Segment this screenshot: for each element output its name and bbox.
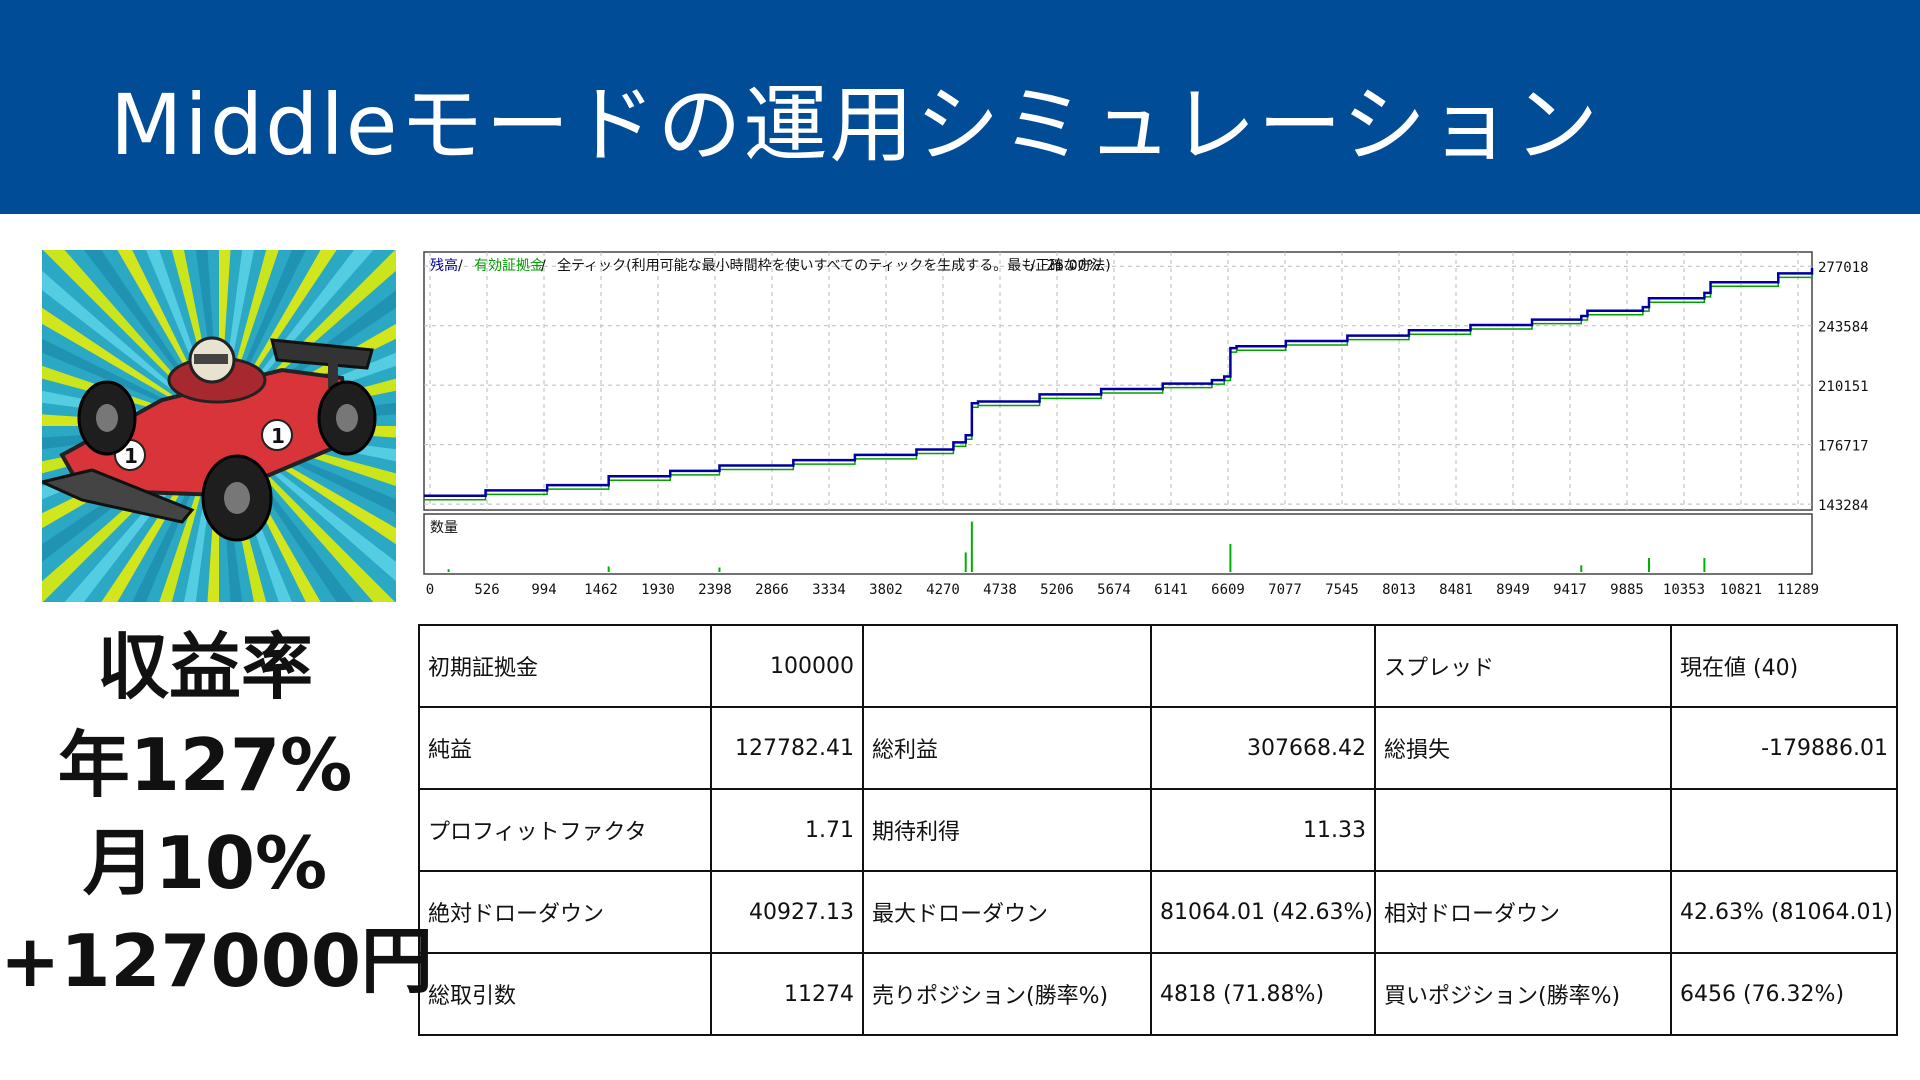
race-car-driver-icon: 1 1 — [42, 250, 396, 602]
table-cell — [862, 624, 1152, 708]
burst-ray — [219, 426, 396, 514]
x-tick-label: 8949 — [1496, 582, 1530, 598]
legend-separator: / — [541, 258, 546, 274]
yield-summary: 収益率 年127% 月10% +127000円 — [0, 618, 433, 1010]
table-row: 総取引数 11274 売りポジション(勝率%) 4818 (71.88%) 買いポジショ… — [418, 952, 1898, 1036]
page-title: Middleモードの運用シミュレーション — [110, 76, 1601, 174]
x-tick-label: 7077 — [1268, 582, 1302, 598]
x-tick-label: 9417 — [1553, 582, 1587, 598]
burst-ray — [146, 250, 219, 426]
table-cell: 最大ドローダウン — [862, 870, 1152, 954]
burst-ray — [219, 250, 255, 426]
legend-entry: 25.00% — [1047, 258, 1100, 274]
table-row: 純益 127782.41 総利益 307668.42 総損失 -179886.01 — [418, 706, 1898, 790]
x-tick-label: 0 — [426, 582, 434, 598]
legend-entry: 有効証拠金 — [474, 258, 544, 274]
table-cell: 1.71 — [710, 788, 864, 872]
x-tick-label: 3802 — [869, 582, 903, 598]
main-plot-area — [423, 251, 1813, 511]
table-cell: 307668.42 — [1150, 706, 1376, 790]
x-tick-label: 11289 — [1777, 582, 1819, 598]
y-tick-label: 176717 — [1818, 439, 1869, 455]
header-bar: Middleモードの運用シミュレーション — [0, 0, 1920, 214]
table-cell: -179886.01 — [1670, 706, 1898, 790]
burst-ray — [183, 426, 219, 602]
y-tick-label: 143284 — [1818, 498, 1869, 514]
x-tick-label: 3334 — [812, 582, 846, 598]
y-tick-label: 243584 — [1818, 320, 1869, 336]
svg-text:1: 1 — [271, 424, 285, 448]
x-tick-label: 8481 — [1439, 582, 1473, 598]
y-tick-label: 277018 — [1818, 260, 1869, 276]
x-tick-label: 2866 — [755, 582, 789, 598]
balance-series-line — [424, 268, 1814, 498]
x-tick-label: 994 — [531, 582, 556, 598]
x-tick-label: 2398 — [698, 582, 732, 598]
yield-heading: 収益率 — [96, 625, 313, 709]
x-tick-label: 4738 — [983, 582, 1017, 598]
legend-entry: 全ティック(利用可能な最小時間枠を使いすべてのティックを生成する。最も正確な方法… — [557, 257, 1111, 274]
stats-table: 初期証拠金 100000 スプレッド 現在値 (40) 純益 127782.41 総利益 30… — [418, 624, 1898, 1036]
legend-separator: / — [458, 258, 463, 274]
table-row: プロフィットファクタ 1.71 期待利得 11.33 — [418, 788, 1898, 872]
table-cell: 相対ドローダウン — [1374, 870, 1672, 954]
volume-label: 数量 — [430, 520, 458, 536]
table-cell: 初期証拠金 — [418, 624, 712, 708]
table-cell: 絶対ドローダウン — [418, 870, 712, 954]
x-tick-label: 6141 — [1154, 582, 1188, 598]
table-cell: 6456 (76.32%) — [1670, 952, 1898, 1036]
table-cell: 売りポジション(勝率%) — [862, 952, 1152, 1036]
table-row: 絶対ドローダウン 40927.13 最大ドローダウン 81064.01 (42.63%… — [418, 870, 1898, 954]
table-cell — [1374, 788, 1672, 872]
svg-text:1: 1 — [124, 444, 138, 468]
table-cell: プロフィットファクタ — [418, 788, 712, 872]
table-cell: 100000 — [710, 624, 864, 708]
x-tick-label: 1462 — [584, 582, 618, 598]
table-cell: 42.63% (81064.01) — [1670, 870, 1898, 954]
table-cell: 4818 (71.88%) — [1150, 952, 1376, 1036]
table-cell: 純益 — [418, 706, 712, 790]
legend-entry: 残高 — [430, 257, 458, 274]
table-cell: 81064.01 (42.63%) — [1150, 870, 1376, 954]
table-cell: 11274 — [710, 952, 864, 1036]
x-tick-label: 5206 — [1040, 582, 1074, 598]
yield-amount: +127000円 — [0, 919, 433, 1003]
volume-plot-area — [423, 513, 1813, 575]
y-tick-label: 210151 — [1818, 379, 1869, 395]
table-cell: 総取引数 — [418, 952, 712, 1036]
table-cell: 買いポジション(勝率%) — [1374, 952, 1672, 1036]
yield-annual: 年127% — [57, 723, 353, 807]
x-tick-label: 5674 — [1097, 582, 1131, 598]
race-car-illustration: 1 1 — [42, 250, 396, 602]
backtest-chart-svg: 277018 243584 210151 176717 143284 0 526 994 146… — [423, 251, 1869, 598]
x-tick-label: 4270 — [926, 582, 960, 598]
table-row: 初期証拠金 100000 スプレッド 現在値 (40) — [418, 624, 1898, 708]
x-tick-label: 1930 — [641, 582, 675, 598]
table-cell: 現在値 (40) — [1670, 624, 1898, 708]
x-tick-label: 9885 — [1610, 582, 1644, 598]
table-cell: 11.33 — [1150, 788, 1376, 872]
table-cell: 総利益 — [862, 706, 1152, 790]
x-tick-label: 8013 — [1382, 582, 1416, 598]
table-cell — [1150, 624, 1376, 708]
legend-separator: / — [1031, 258, 1036, 274]
table-cell: スプレッド — [1374, 624, 1672, 708]
yield-monthly: 月10% — [82, 821, 328, 905]
x-tick-label: 526 — [474, 582, 499, 598]
backtest-chart: 277018 243584 210151 176717 143284 0 526 994 146… — [420, 250, 1890, 602]
x-tick-label: 7545 — [1325, 582, 1359, 598]
table-cell: 期待利得 — [862, 788, 1152, 872]
table-cell: 127782.41 — [710, 706, 864, 790]
x-tick-label: 10353 — [1663, 582, 1705, 598]
table-cell — [1670, 788, 1898, 872]
x-tick-label: 10821 — [1720, 582, 1762, 598]
x-tick-label: 6609 — [1211, 582, 1245, 598]
table-cell: 総損失 — [1374, 706, 1672, 790]
table-cell: 40927.13 — [710, 870, 864, 954]
